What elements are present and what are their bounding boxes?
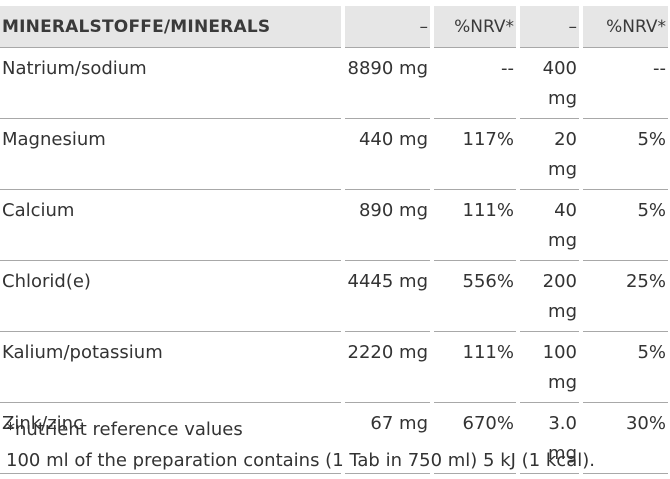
amount-2: 400 mg: [520, 48, 579, 119]
amount-1: 2220 mg: [345, 332, 430, 403]
table-header-row: MINERALSTOFFE/MINERALS – %NRV* – %NRV*: [0, 6, 668, 48]
mineral-name: Natrium/sodium: [0, 48, 341, 119]
preparation-footnote: 100 ml of the preparation contains (1 Ta…: [6, 450, 595, 471]
mineral-name: Kalium/potassium: [0, 332, 341, 403]
nrv-2: 5%: [583, 190, 668, 261]
amount-1: 67 mg: [345, 403, 430, 474]
nrv-2: --: [583, 48, 668, 119]
footnotes: *nutrient reference values 100 ml of the…: [6, 414, 595, 476]
nrv-1: 556%: [434, 261, 516, 332]
amount-2: 40 mg: [520, 190, 579, 261]
amount-1: 8890 mg: [345, 48, 430, 119]
table-row: Zink/zinc 67 mg 670% 3.0 mg 30%: [0, 403, 668, 474]
table-row: Magnesium 440 mg 117% 20 mg 5%: [0, 119, 668, 190]
amount-2: 3.0 mg: [520, 403, 579, 474]
table-row: Calcium 890 mg 111% 40 mg 5%: [0, 190, 668, 261]
mineral-name: Calcium: [0, 190, 341, 261]
nrv-2: 5%: [583, 332, 668, 403]
header-nrv-2: %NRV*: [583, 6, 668, 48]
nrv-2: 30%: [583, 403, 668, 474]
nrv-1: 111%: [434, 332, 516, 403]
nrv-2: 5%: [583, 119, 668, 190]
mineral-name: Magnesium: [0, 119, 341, 190]
nrv-footnote: *nutrient reference values: [6, 419, 243, 440]
nrv-1: --: [434, 48, 516, 119]
amount-2: 20 mg: [520, 119, 579, 190]
amount-1: 4445 mg: [345, 261, 430, 332]
nrv-2: 25%: [583, 261, 668, 332]
mineral-name: Chlorid(e): [0, 261, 341, 332]
header-minerals: MINERALSTOFFE/MINERALS: [0, 6, 341, 48]
minerals-table: MINERALSTOFFE/MINERALS – %NRV* – %NRV* N…: [0, 6, 670, 474]
table-row: Kalium/potassium 2220 mg 111% 100 mg 5%: [0, 332, 668, 403]
nrv-1: 117%: [434, 119, 516, 190]
table-row: Natrium/sodium 8890 mg -- 400 mg --: [0, 48, 668, 119]
table-row: Chlorid(e) 4445 mg 556% 200 mg 25%: [0, 261, 668, 332]
amount-2: 200 mg: [520, 261, 579, 332]
header-amount-1: –: [345, 6, 430, 48]
header-amount-2: –: [520, 6, 579, 48]
nrv-1: 111%: [434, 190, 516, 261]
nrv-1: 670%: [434, 403, 516, 474]
mineral-name: Zink/zinc: [0, 403, 341, 474]
amount-1: 440 mg: [345, 119, 430, 190]
header-nrv-1: %NRV*: [434, 6, 516, 48]
amount-1: 890 mg: [345, 190, 430, 261]
amount-2: 100 mg: [520, 332, 579, 403]
